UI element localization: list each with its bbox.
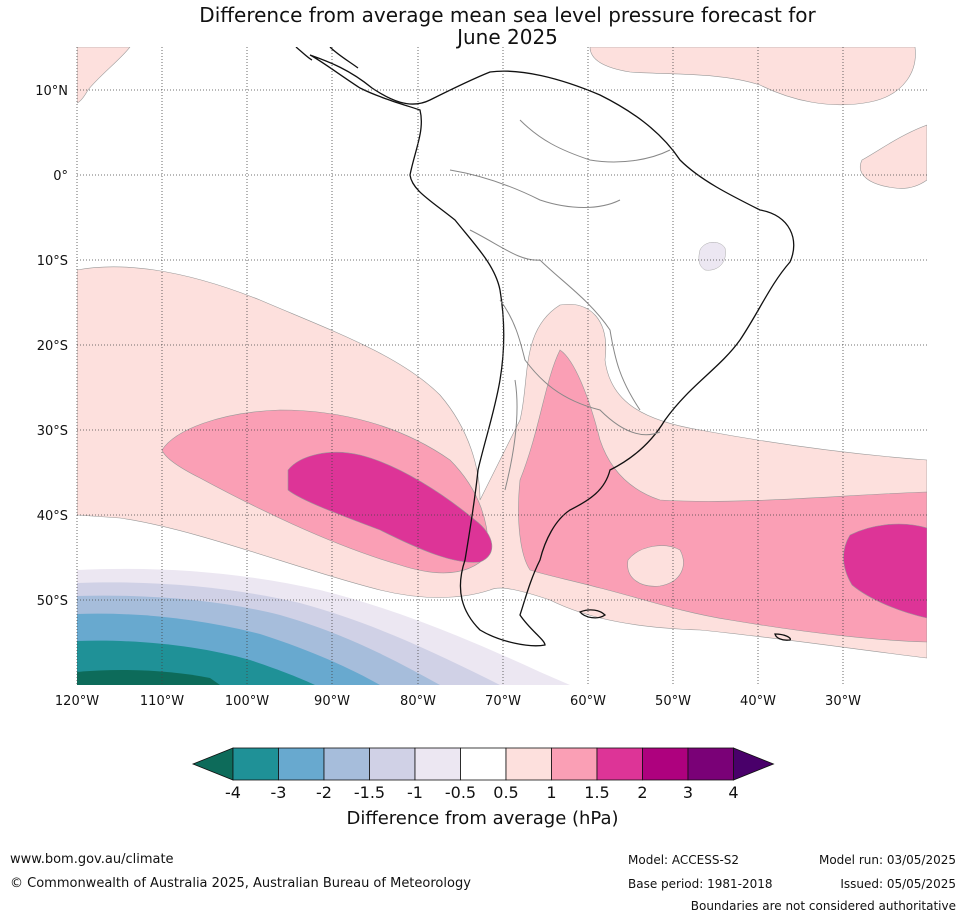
map-title: Difference from average mean sea level p… bbox=[0, 4, 965, 48]
pos-band-gap bbox=[627, 545, 684, 587]
title-line-2: June 2025 bbox=[457, 25, 558, 49]
colorbar-cell bbox=[232, 747, 279, 781]
lat-label: 40°S bbox=[37, 509, 68, 524]
issued-date: Issued: 05/05/2025 bbox=[840, 877, 956, 891]
colorbar-extend-low bbox=[191, 747, 234, 781]
border-4 bbox=[499, 299, 661, 436]
boundaries-disclaimer: Boundaries are not considered authoritat… bbox=[690, 899, 956, 913]
lon-label: 90°W bbox=[314, 694, 350, 709]
colorbar-tick-label: -0.5 bbox=[445, 783, 476, 802]
colorbar-tick-label: 3 bbox=[683, 783, 693, 802]
colorbar-tick-label: -4 bbox=[225, 783, 241, 802]
lon-label: 120°W bbox=[55, 694, 99, 709]
gridlines bbox=[76, 47, 927, 685]
longitude-labels: 120°W 110°W 100°W 90°W 80°W 70°W 60°W 50… bbox=[55, 694, 861, 709]
band-pos-0-5-north bbox=[589, 47, 916, 106]
colorbar-cell bbox=[551, 747, 598, 781]
colorbar-cell bbox=[687, 747, 734, 781]
lon-label: 80°W bbox=[400, 694, 436, 709]
lon-label: 40°W bbox=[740, 694, 776, 709]
colorbar-tick-label: 1 bbox=[546, 783, 556, 802]
lat-label: 0° bbox=[53, 169, 68, 184]
border-1 bbox=[449, 169, 621, 208]
colorbar-cell bbox=[414, 747, 461, 781]
colorbar-cell bbox=[460, 747, 507, 781]
falklands bbox=[578, 609, 607, 619]
lon-label: 60°W bbox=[570, 694, 606, 709]
band-pos-1-5-west bbox=[287, 452, 493, 563]
colorbar: -4 -3 -2 -1.5 -1 -0.5 0.5 1 1.5 2 3 4 bbox=[191, 747, 775, 802]
border-5 bbox=[504, 379, 518, 491]
lon-label: 70°W bbox=[485, 694, 521, 709]
colorbar-tick-label: 1.5 bbox=[584, 783, 609, 802]
colorbar-extend-high bbox=[733, 747, 775, 781]
coastlines bbox=[295, 47, 795, 647]
colorbar-tick-label: -2 bbox=[316, 783, 332, 802]
band-pos-1-5-east bbox=[843, 523, 927, 619]
colorbar-cell bbox=[369, 747, 416, 781]
lat-label: 10°N bbox=[35, 84, 68, 99]
base-period: Base period: 1981-2018 bbox=[628, 877, 773, 891]
neg-patch-brazil bbox=[698, 242, 726, 271]
south-america-coast bbox=[309, 54, 795, 647]
title-line-1: Difference from average mean sea level p… bbox=[199, 3, 816, 27]
lat-label: 50°S bbox=[37, 594, 68, 609]
model-run-date: Model run: 03/05/2025 bbox=[818, 853, 956, 867]
colorbar-label: Difference from average (hPa) bbox=[346, 808, 619, 829]
band-pos-0-5-north-east bbox=[860, 124, 927, 189]
anomaly-field bbox=[77, 47, 927, 685]
central-america-coast bbox=[295, 47, 359, 69]
band-pos-1-east bbox=[518, 349, 927, 643]
band-pos-0-5-north-west bbox=[77, 47, 131, 104]
website-link[interactable]: www.bom.gov.au/climate bbox=[10, 852, 174, 867]
colorbar-cell bbox=[642, 747, 689, 781]
lon-label: 110°W bbox=[140, 694, 184, 709]
colorbar-tick-label: 0.5 bbox=[493, 783, 518, 802]
latitude-labels: 10°N 0° 10°S 20°S 30°S 40°S 50°S bbox=[35, 84, 68, 609]
copyright-text: © Commonwealth of Australia 2025, Austra… bbox=[10, 876, 471, 891]
south-georgia bbox=[774, 633, 791, 641]
colorbar-cell bbox=[323, 747, 370, 781]
country-borders bbox=[449, 119, 671, 491]
colorbar-cell bbox=[278, 747, 325, 781]
lon-label: 50°W bbox=[655, 694, 691, 709]
border-3 bbox=[469, 229, 641, 411]
colorbar-tick-label: 2 bbox=[637, 783, 647, 802]
colorbar-cell bbox=[505, 747, 552, 781]
model-name: Model: ACCESS-S2 bbox=[628, 853, 740, 867]
lat-label: 20°S bbox=[37, 339, 68, 354]
lon-label: 30°W bbox=[825, 694, 861, 709]
colorbar-cell bbox=[596, 747, 643, 781]
border-2 bbox=[519, 119, 671, 163]
colorbar-tick-label: -1.5 bbox=[354, 783, 385, 802]
colorbar-tick-label: -1 bbox=[407, 783, 423, 802]
lon-label: 100°W bbox=[225, 694, 269, 709]
lat-label: 10°S bbox=[37, 254, 68, 269]
colorbar-tick-label: 4 bbox=[728, 783, 738, 802]
colorbar-tick-label: -3 bbox=[271, 783, 287, 802]
band-neg-4 bbox=[77, 670, 220, 685]
lat-label: 30°S bbox=[37, 424, 68, 439]
